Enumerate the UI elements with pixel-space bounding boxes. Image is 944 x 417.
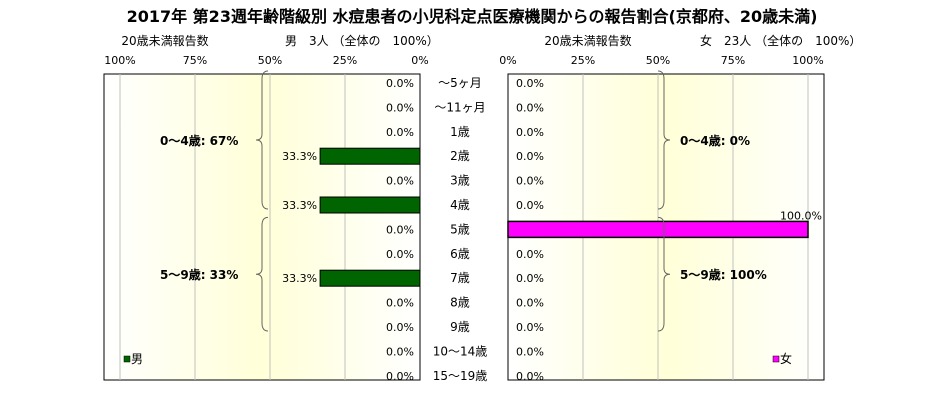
female-value-label: 0.0% bbox=[516, 321, 544, 334]
female-value-label: 0.0% bbox=[516, 126, 544, 139]
male-bar bbox=[319, 147, 421, 165]
age-category-label: ～5ヶ月 bbox=[438, 76, 482, 90]
female-value-label: 0.0% bbox=[516, 77, 544, 90]
female-value-label: 0.0% bbox=[516, 272, 544, 285]
male-value-label: 33.3% bbox=[282, 199, 317, 212]
male-value-label: 0.0% bbox=[386, 321, 414, 334]
female-value-label: 0.0% bbox=[516, 175, 544, 188]
female-value-label: 0.0% bbox=[516, 370, 544, 383]
male-value-label: 0.0% bbox=[386, 126, 414, 139]
male-x-tick-label: 75% bbox=[183, 54, 207, 67]
female-x-tick-label: 100% bbox=[792, 54, 823, 67]
category-labels: ～5ヶ月 ～11ヶ月 1歳 2歳 3歳 4歳 5歳 6歳 7歳 8歳 9歳 10～14歳 15～19歳 bbox=[433, 76, 488, 383]
male-age-bracket bbox=[255, 70, 269, 210]
female-value-label: 0.0% bbox=[516, 101, 544, 114]
female-x-tick-label: 50% bbox=[646, 54, 670, 67]
female-summary: 女 23人 （全体の 100%） bbox=[700, 33, 861, 48]
male-value-label: 0.0% bbox=[386, 77, 414, 90]
male-value-label: 0.0% bbox=[386, 175, 414, 188]
male-group-label: 0～4歳: 67% bbox=[160, 133, 238, 148]
female-bar bbox=[507, 220, 809, 239]
male-value-label: 33.3% bbox=[282, 272, 317, 285]
male-age-bracket bbox=[255, 216, 269, 332]
male-summary: 男 3人 （全体の 100%） bbox=[285, 33, 439, 48]
male-bar bbox=[319, 269, 421, 287]
age-category-label: 10～14歳 bbox=[433, 344, 488, 358]
male-value-label: 0.0% bbox=[386, 101, 414, 114]
female-group-label: 0～4歳: 0% bbox=[680, 133, 750, 148]
male-bar bbox=[319, 196, 421, 214]
female-x-tick-label: 75% bbox=[721, 54, 745, 67]
value-labels: 0.0% 0.0% 0.0% 0.0% 0.0% 0.0% 33.3% 0.0% 0.0% 0.0… bbox=[282, 77, 822, 383]
age-category-label: 15～19歳 bbox=[433, 369, 488, 383]
male-value-label: 0.0% bbox=[386, 345, 414, 358]
female-value-label: 0.0% bbox=[516, 248, 544, 261]
female-age-bracket bbox=[657, 216, 671, 332]
female-legend-swatch bbox=[772, 355, 780, 363]
male-value-label: 33.3% bbox=[282, 150, 317, 163]
age-category-label: 3歳 bbox=[450, 174, 470, 188]
male-x-tick-label: 50% bbox=[258, 54, 282, 67]
male-x-tick-label: 25% bbox=[333, 54, 357, 67]
female-legend-label: 女 bbox=[780, 351, 792, 366]
male-legend-label: 男 bbox=[131, 352, 143, 366]
male-x-tick-label: 100% bbox=[104, 54, 135, 67]
male-value-label: 0.0% bbox=[386, 248, 414, 261]
age-category-label: 4歳 bbox=[450, 198, 470, 212]
female-value-label: 0.0% bbox=[516, 150, 544, 163]
age-category-label: 8歳 bbox=[450, 296, 470, 310]
male-x-tick-label: 0% bbox=[411, 54, 428, 67]
female-age-bracket bbox=[657, 70, 671, 210]
male-value-label: 0.0% bbox=[386, 223, 414, 236]
age-category-label: 6歳 bbox=[450, 247, 470, 261]
female-x-tick-label: 25% bbox=[571, 54, 595, 67]
male-group-label: 5～9歳: 33% bbox=[160, 267, 238, 282]
age-category-label: 2歳 bbox=[450, 149, 470, 163]
female-group-label: 5～9歳: 100% bbox=[680, 267, 767, 282]
male-value-label: 0.0% bbox=[386, 370, 414, 383]
female-value-label: 0.0% bbox=[516, 345, 544, 358]
age-group-brackets: 0～4歳: 67% 5～9歳: 33% 0～4歳: 0% 5～9歳: 100% bbox=[160, 70, 767, 332]
female-value-label: 0.0% bbox=[516, 297, 544, 310]
female-value-label: 100.0% bbox=[780, 209, 822, 222]
age-category-label: 9歳 bbox=[450, 320, 470, 334]
bars bbox=[319, 147, 809, 287]
axis-ticks: 100% 75% 50% 25% 0% 0% 25% 50% 75% 100% bbox=[104, 54, 823, 67]
male-value-label: 0.0% bbox=[386, 297, 414, 310]
female-x-tick-label: 0% bbox=[499, 54, 516, 67]
male-axis-title: 20歳未満報告数 bbox=[121, 33, 208, 48]
age-category-label: 7歳 bbox=[450, 271, 470, 285]
female-value-label: 0.0% bbox=[516, 199, 544, 212]
age-category-label: 5歳 bbox=[450, 222, 470, 236]
chart-title: 2017年 第23週年齢階級別 水痘患者の小児科定点医療機関からの報告割合(京都… bbox=[127, 7, 818, 26]
age-category-label: ～11ヶ月 bbox=[434, 100, 485, 114]
age-category-label: 1歳 bbox=[450, 125, 470, 139]
female-axis-title: 20歳未満報告数 bbox=[544, 33, 631, 48]
male-legend-swatch bbox=[123, 355, 131, 363]
